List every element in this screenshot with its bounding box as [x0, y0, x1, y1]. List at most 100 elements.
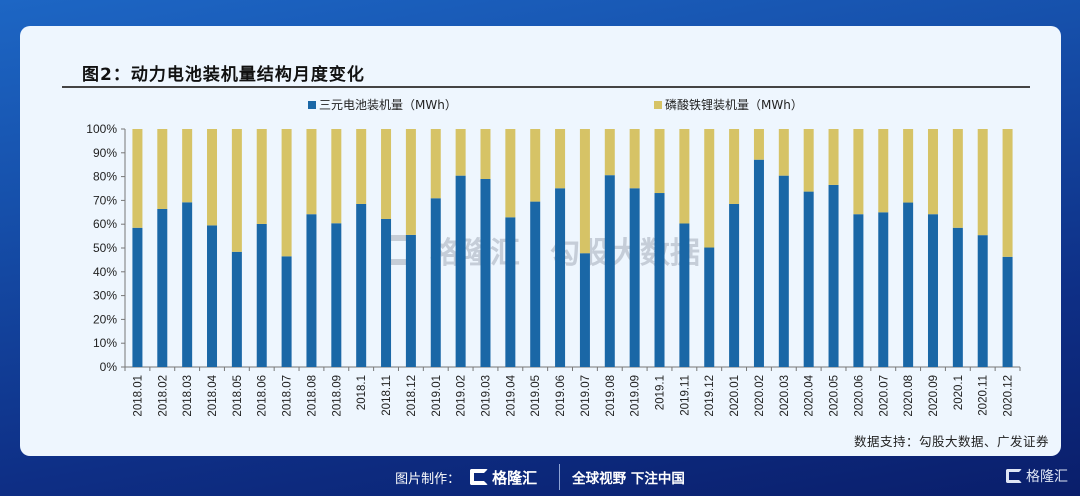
bar-ternary [505, 217, 516, 367]
bar-lfp [157, 129, 168, 209]
bar-lfp [952, 129, 963, 228]
bar-lfp [604, 129, 615, 176]
x-tick-label: 2020.06 [853, 375, 865, 417]
bar-lfp [903, 129, 914, 203]
legend-lfp: 磷酸铁锂装机量（MWh） [654, 96, 803, 113]
chart-title: 图2：动力电池装机量结构月度变化 [82, 65, 365, 85]
x-tick-label: 2020.02 [754, 375, 766, 417]
bar-ternary [952, 227, 963, 367]
x-tick-label: 2018.09 [331, 375, 343, 417]
bar-lfp [256, 129, 267, 224]
x-tick-label: 2019.02 [456, 375, 468, 417]
bar-ternary [778, 175, 789, 367]
legend-label-ternary: 三元电池装机量（MWh） [319, 98, 457, 112]
bar-lfp [977, 129, 988, 236]
title-underline [62, 86, 1030, 88]
corner-brand-name: 格隆汇 [1026, 469, 1068, 485]
gelonghui-logo-icon [470, 469, 489, 485]
bar-lfp [480, 129, 491, 179]
bar-ternary [927, 214, 938, 367]
y-tick-label: 80% [93, 170, 117, 184]
bar-ternary [356, 203, 367, 367]
x-tick-label: 2018.11 [381, 375, 393, 416]
bar-lfp [803, 129, 814, 192]
bar-lfp [679, 129, 690, 224]
bar-ternary [828, 184, 839, 367]
bar-ternary [1002, 256, 1013, 367]
x-tick-label: 2019.06 [555, 375, 567, 417]
bar-lfp [405, 129, 416, 235]
bar-ternary [753, 159, 764, 367]
bar-lfp [530, 129, 541, 202]
legend-swatch-ternary [308, 100, 316, 109]
bar-ternary [977, 235, 988, 367]
y-tick-label: 20% [93, 312, 117, 326]
data-source: 数据支持：勾股大数据、广发证券 [853, 434, 1049, 449]
bar-lfp [356, 129, 367, 204]
y-tick-label: 70% [93, 193, 117, 207]
bar-lfp [455, 129, 466, 176]
bar-ternary [604, 175, 615, 367]
footer-brand-name: 格隆汇 [492, 468, 538, 487]
bar-lfp [306, 129, 317, 215]
x-tick-label: 2019.09 [630, 375, 642, 417]
x-tick-label: 2019.05 [530, 375, 542, 417]
y-tick-label: 100% [86, 122, 117, 136]
bar-lfp [505, 129, 516, 218]
x-tick-label: 2018.06 [257, 375, 269, 417]
corner-logo: 格隆汇 [1006, 466, 1068, 486]
bar-ternary [679, 223, 690, 367]
bar-lfp [132, 129, 143, 228]
bar-lfp [231, 129, 242, 252]
bar-ternary [405, 234, 416, 367]
x-tick-label: 2019.03 [480, 375, 492, 417]
bar-lfp [182, 129, 193, 203]
x-tick-label: 2020.08 [903, 375, 915, 417]
x-tick-label: 2018.01 [132, 375, 144, 417]
y-tick-label: 0% [100, 360, 118, 374]
x-tick-label: 2020.12 [1003, 375, 1015, 417]
bar-ternary [306, 214, 317, 367]
x-tick-label: 2019.01 [431, 375, 443, 417]
bar-lfp [555, 129, 566, 189]
bar-ternary [903, 202, 914, 367]
bar-ternary [207, 225, 218, 367]
bar-ternary [480, 178, 491, 367]
bar-lfp [704, 129, 715, 248]
bar-lfp [753, 129, 764, 160]
x-tick-label: 2020.01 [729, 375, 741, 417]
y-tick-label: 10% [93, 336, 117, 350]
bar-lfp [1002, 129, 1013, 257]
x-tick-label: 2020.11 [978, 375, 990, 416]
bar-ternary [157, 208, 168, 367]
y-tick-label: 50% [93, 241, 117, 255]
bar-ternary [629, 188, 640, 367]
x-tick-label: 2019.07 [580, 375, 592, 417]
y-tick-label: 40% [93, 265, 117, 279]
x-tick-label: 2020.07 [878, 375, 890, 417]
footer-slogan: 全球视野 下注中国 [572, 471, 685, 487]
bar-ternary [579, 253, 590, 367]
y-tick-label: 90% [93, 146, 117, 160]
bar-ternary [555, 188, 566, 367]
bar-ternary [853, 214, 864, 367]
made-by-label: 图片制作： [395, 471, 461, 487]
x-tick-label: 2019.12 [704, 375, 716, 417]
legend-ternary: 三元电池装机量（MWh） [308, 96, 457, 113]
x-tick-label: 2019.11 [679, 375, 691, 416]
x-tick-label: 2018.05 [232, 375, 244, 417]
x-tick-label: 2018.1 [356, 375, 368, 410]
x-tick-label: 2020.05 [829, 375, 841, 417]
bar-lfp [878, 129, 889, 213]
x-tick-label: 2020.03 [779, 375, 791, 417]
bar-ternary [654, 193, 665, 367]
x-tick-label: 2019.08 [605, 375, 617, 417]
bar-ternary [231, 251, 242, 367]
footer-brand: 格隆汇 [470, 467, 537, 488]
bar-lfp [579, 129, 590, 254]
x-tick-label: 2020.1 [953, 375, 965, 410]
bar-lfp [778, 129, 789, 176]
y-tick-label: 30% [93, 289, 117, 303]
bar-ternary [430, 198, 441, 367]
